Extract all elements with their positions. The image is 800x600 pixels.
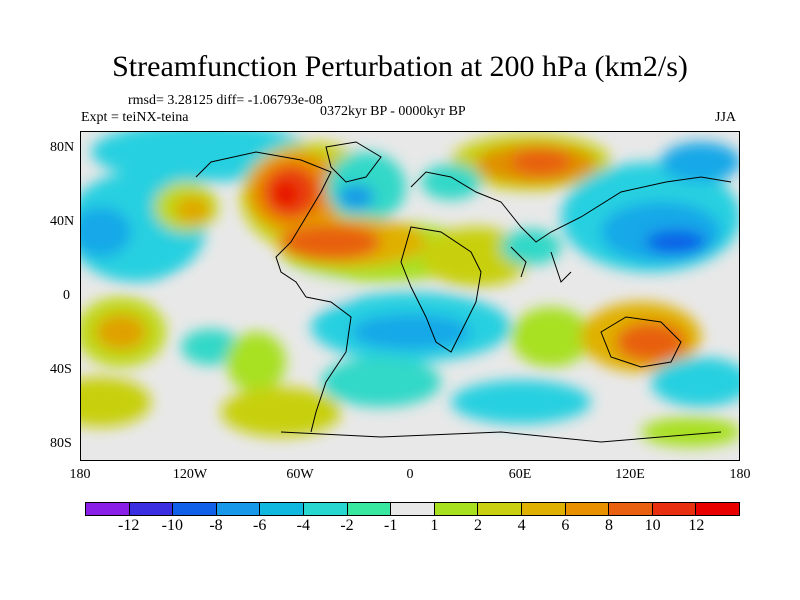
colorbar-label: -1: [383, 517, 398, 534]
lat-tick-0: 0: [63, 288, 70, 303]
lon-tick-180e: 180: [729, 467, 751, 482]
lat-tick-80s: 80S: [50, 436, 72, 451]
lon-tick-60e: 60E: [508, 467, 532, 482]
colorbar-label: 4: [517, 517, 526, 534]
colorbar-label: -10: [161, 517, 183, 534]
colorbar-label: 1: [430, 517, 439, 534]
colorbar-label: 2: [474, 517, 482, 534]
colorbar-swatch: [434, 503, 479, 515]
colorbar-label: -2: [340, 517, 354, 534]
colorbar: [85, 502, 740, 516]
expt-label: Expt = teiNX-teina: [81, 110, 189, 125]
lon-tick-120e: 120E: [615, 467, 645, 482]
colorbar-swatch: [652, 503, 697, 515]
map-plot-area: [80, 131, 740, 461]
colorbar-label: 6: [561, 517, 570, 534]
lon-tick-60w: 60W: [286, 467, 314, 482]
lon-tick-120w: 120W: [172, 467, 208, 482]
colorbar-swatch: [260, 503, 304, 515]
colorbar-swatch: [303, 503, 348, 515]
colorbar-swatch: [696, 503, 739, 515]
colorbar-label: 8: [605, 517, 613, 534]
period-label: 0372kyr BP - 0000kyr BP: [320, 104, 466, 119]
colorbar-swatch: [173, 503, 217, 515]
colorbar-swatch: [609, 503, 653, 515]
season-label: JJA: [715, 110, 737, 125]
colorbar-swatch: [391, 503, 435, 515]
colorbar-swatch: [565, 503, 610, 515]
colorbar-swatch: [347, 503, 392, 515]
colorbar-label: -6: [252, 517, 267, 534]
lon-tick-180w: 180: [69, 467, 91, 482]
chart-title: Streamfunction Perturbation at 200 hPa (…: [112, 50, 688, 83]
colorbar-swatch: [521, 503, 566, 515]
colorbar-swatch: [216, 503, 261, 515]
colorbar-label: -4: [296, 517, 310, 534]
lat-tick-40n: 40N: [50, 214, 75, 229]
colorbar-swatch: [86, 503, 130, 515]
colorbar-swatch: [129, 503, 174, 515]
stats-line: rmsd= 3.28125 diff= -1.06793e-08: [128, 93, 323, 108]
lat-tick-40s: 40S: [50, 362, 72, 377]
colorbar-label: -12: [117, 517, 140, 534]
colorbar-label: 12: [688, 517, 705, 534]
colorbar-label: 10: [644, 517, 661, 534]
colorbar-swatch: [478, 503, 522, 515]
streamfunction-field: [81, 132, 739, 460]
lon-tick-0: 0: [406, 467, 414, 482]
lat-tick-80n: 80N: [50, 140, 75, 155]
colorbar-label: -8: [209, 517, 223, 534]
